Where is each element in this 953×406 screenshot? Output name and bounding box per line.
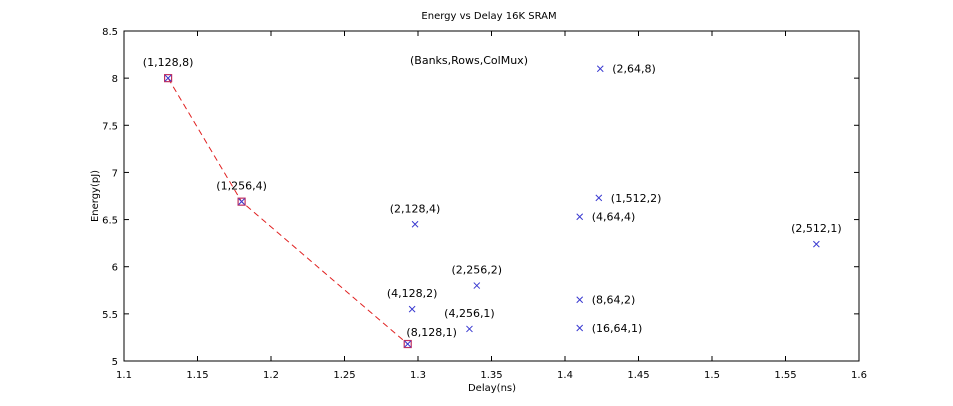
point-label: (1,256,4)	[216, 180, 267, 193]
y-tick-label: 6	[112, 263, 118, 274]
x-axis: 1.1 1.15 1.2 1.25 1.3 1.35 1.4 1.45 1.5 1.55 1.6	[116, 31, 867, 381]
point-label: (2,64,8)	[612, 63, 656, 76]
data-point: (1,128,8)	[143, 56, 194, 83]
data-point: (2,128,4)	[390, 202, 441, 228]
point-label: (2,256,2)	[452, 264, 503, 277]
point-cross	[404, 340, 412, 348]
point-label: (8,128,1)	[406, 326, 457, 339]
point-cross	[813, 240, 820, 248]
plot-area	[123, 30, 860, 362]
data-point: (8,64,2)	[576, 294, 636, 307]
point-label: (4,64,4)	[592, 211, 636, 224]
y-tick-label: 6.5	[102, 216, 118, 227]
y-tick-label: 5.5	[102, 310, 118, 321]
y-tick-label: 7	[112, 168, 118, 179]
y-axis-label: Energy(pJ)	[90, 170, 101, 222]
point-label: (1,128,8)	[143, 56, 194, 69]
x-tick-label: 1.1	[116, 370, 132, 381]
x-tick-label: 1.6	[851, 370, 867, 381]
pareto-marker	[403, 339, 412, 349]
x-axis-label: Delay(ns)	[468, 383, 516, 394]
data-point: (4,64,4)	[576, 211, 636, 224]
point-cross	[576, 324, 584, 332]
point-label: (1,512,2)	[611, 192, 662, 205]
pareto-marker	[164, 74, 173, 83]
point-label: (16,64,1)	[592, 322, 643, 335]
point-cross	[408, 305, 416, 313]
point-cross	[595, 194, 603, 202]
point-cross	[473, 282, 481, 289]
data-point: (2,256,2)	[452, 264, 503, 289]
data-point: (2,64,8)	[596, 63, 656, 76]
point-cross	[164, 74, 172, 82]
point-cross	[411, 220, 419, 228]
data-point: (4,128,2)	[387, 287, 438, 313]
x-tick-label: 1.15	[186, 370, 208, 381]
x-tick-label: 1.5	[704, 370, 720, 381]
legend-annotation: (Banks,Rows,ColMux)	[410, 54, 528, 67]
point-cross	[576, 296, 584, 304]
x-tick-label: 1.25	[333, 370, 355, 381]
data-point: (1,512,2)	[595, 192, 662, 205]
data-point: (1,256,4)	[216, 180, 267, 206]
y-tick-label: 7.5	[102, 121, 118, 132]
pareto-marker	[237, 197, 246, 206]
point-label: (2,512,1)	[791, 222, 842, 235]
data-series: (1,128,8) (1,256,4) (8,128,1) (2,128,4) (4,1…	[143, 56, 842, 349]
data-point: (4,256,1)	[444, 307, 495, 333]
x-tick-label: 1.35	[480, 370, 502, 381]
x-tick-label: 1.2	[263, 370, 279, 381]
y-tick-label: 8	[112, 74, 118, 85]
point-label: (4,256,1)	[444, 307, 495, 320]
point-label: (2,128,4)	[390, 202, 441, 215]
x-tick-label: 1.3	[410, 370, 426, 381]
chart-title: Energy vs Delay 16K SRAM	[421, 11, 556, 22]
data-point: (8,128,1)	[403, 326, 457, 349]
x-tick-label: 1.55	[774, 370, 796, 381]
point-label: (8,64,2)	[592, 294, 636, 307]
y-tick-label: 8.5	[102, 27, 118, 38]
y-tick-label: 5	[112, 357, 118, 368]
point-cross	[238, 198, 245, 206]
point-label: (4,128,2)	[387, 287, 438, 300]
data-point: (16,64,1)	[576, 322, 643, 335]
point-cross	[466, 325, 473, 333]
x-tick-label: 1.4	[557, 370, 573, 381]
point-cross	[576, 213, 584, 221]
data-point: (2,512,1)	[791, 222, 842, 248]
y-axis: 5 5.5 6 6.5 7 7.5 8 8.5	[102, 27, 859, 368]
x-tick-label: 1.45	[627, 370, 649, 381]
point-cross	[596, 65, 604, 73]
